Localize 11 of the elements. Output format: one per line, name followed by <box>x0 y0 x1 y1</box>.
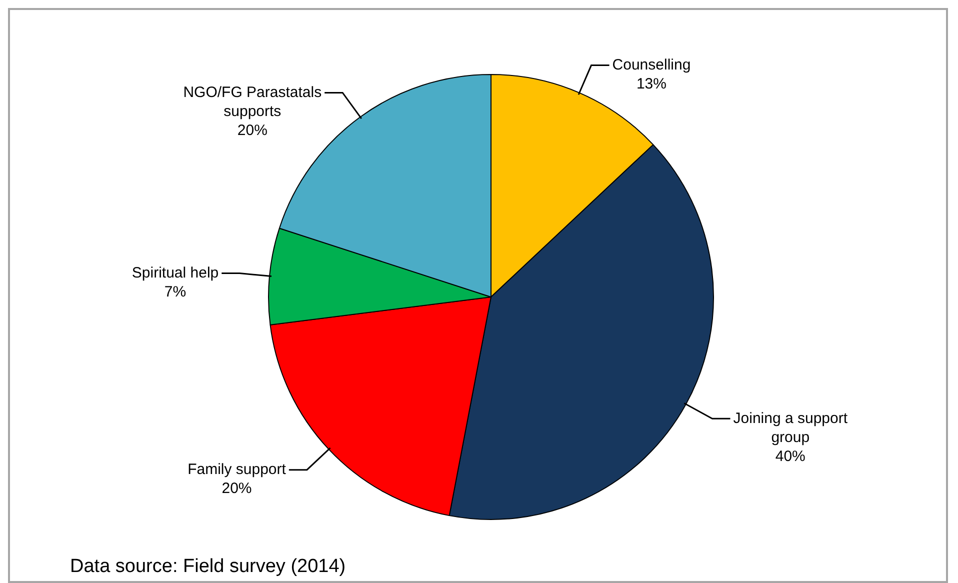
slice-label: Spiritual help <box>132 264 219 282</box>
source-note: Data source: Field survey (2014) <box>70 556 346 578</box>
data-label: 20% <box>222 480 252 497</box>
data-label: 7% <box>164 283 186 300</box>
slice-label: NGO/FG Parastatals supports <box>183 84 322 120</box>
slice-label: Family support <box>188 460 287 478</box>
slice-label: Joining a support group <box>733 410 848 446</box>
data-label: 20% <box>237 122 268 139</box>
data-label: 13% <box>636 75 666 92</box>
data-label: 40% <box>775 448 806 465</box>
slice-label: Counselling <box>612 56 691 74</box>
